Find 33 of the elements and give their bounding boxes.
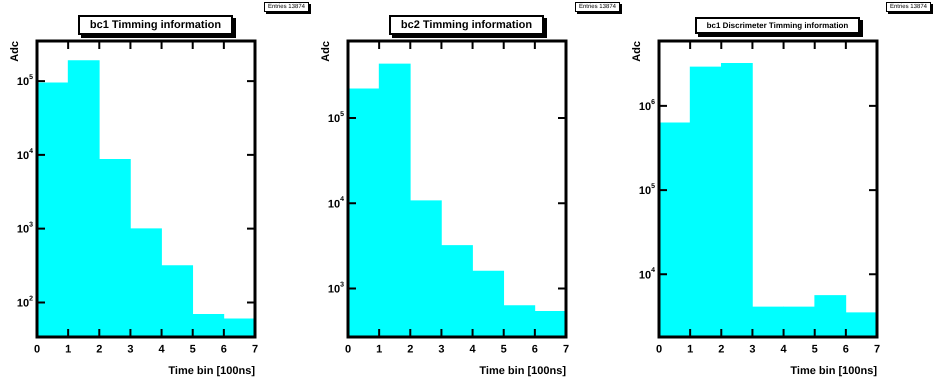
x-tick-label: 4 xyxy=(470,344,477,356)
x-tick-label: 4 xyxy=(158,344,166,356)
chart-title: bc1 Timming information xyxy=(78,15,234,35)
x-tick-label: 5 xyxy=(500,344,507,356)
x-tick-label: 3 xyxy=(749,344,756,356)
x-tick-label: 2 xyxy=(718,344,724,356)
y-axis-title: Adc xyxy=(9,41,21,62)
y-axis-title: Adc xyxy=(320,41,332,62)
x-tick-label: 0 xyxy=(656,344,662,356)
x-tick-label: 3 xyxy=(438,344,444,356)
x-tick-label: 0 xyxy=(34,344,40,356)
x-tick-label: 1 xyxy=(376,344,382,356)
x-tick-label: 1 xyxy=(65,344,72,356)
x-tick-label: 0 xyxy=(344,344,352,356)
chart-title: bc2 Timming information xyxy=(388,15,544,35)
x-tick-label: 5 xyxy=(812,344,818,356)
x-tick-label: 7 xyxy=(252,344,258,356)
y-axis-title: Adc xyxy=(631,41,643,62)
x-axis-title: Time bin [100ns] xyxy=(790,365,878,377)
x-tick-label: 7 xyxy=(562,344,570,356)
x-tick-label: 1 xyxy=(687,344,694,356)
x-tick-label: 6 xyxy=(220,344,227,356)
x-tick-label: 6 xyxy=(842,344,849,356)
x-tick-label: 2 xyxy=(96,344,102,356)
x-axis-title: Time bin [100ns] xyxy=(168,365,256,377)
x-tick-label: 5 xyxy=(190,344,196,356)
x-tick-label: 6 xyxy=(532,344,538,356)
x-tick-label: 7 xyxy=(874,344,880,356)
x-axis-title: Time bin [100ns] xyxy=(479,365,566,377)
chart-title: bc1 Discrimeter Timming information xyxy=(694,17,860,34)
x-tick-label: 3 xyxy=(127,344,134,356)
x-tick-label: 4 xyxy=(780,344,788,356)
x-tick-label: 2 xyxy=(407,344,414,356)
